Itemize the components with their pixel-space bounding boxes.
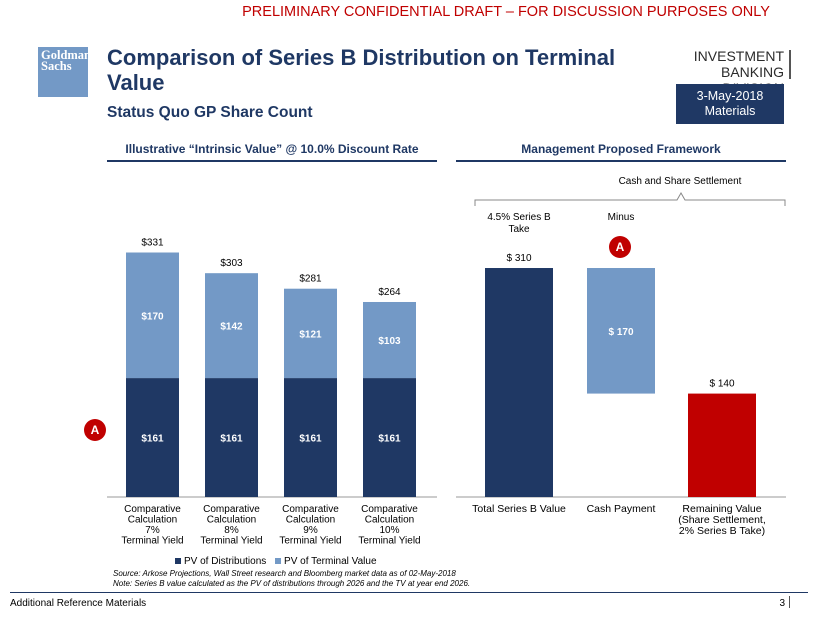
category-label-2-0: Comparative — [282, 504, 339, 515]
left-chart-title: Illustrative “Intrinsic Value” @ 10.0% D… — [125, 142, 419, 156]
footer-text: Additional Reference Materials — [10, 598, 147, 609]
badge-left-circle — [84, 419, 106, 441]
category-label-2-1: Calculation — [286, 515, 335, 526]
legend-item-distributions: PV of Distributions — [175, 556, 266, 567]
column-header-0-1: Take — [508, 224, 530, 235]
label-total-2: $281 — [299, 274, 322, 285]
legend-item-terminal-value: PV of Terminal Value — [275, 556, 377, 567]
page-number: 3 — [779, 598, 785, 609]
category-label-0-1: Calculation — [128, 515, 177, 526]
waterfall-category-2-1: (Share Settlement, — [678, 514, 766, 526]
note-line: Note: Series B value calculated as the P… — [113, 579, 471, 588]
bar-terminal-value-1 — [205, 273, 258, 379]
waterfall-label-1: $ 170 — [608, 327, 633, 338]
badge-right-circle — [609, 236, 631, 258]
category-label-2-3: Terminal Yield — [279, 536, 341, 547]
category-label-1-2: 8% — [224, 525, 239, 536]
page-number-divider — [789, 596, 790, 608]
bar-terminal-value-0 — [126, 252, 179, 379]
logo-line-2: Sachs — [41, 59, 72, 73]
category-label-2-2: 9% — [303, 525, 318, 536]
page-title: Comparison of Series B Distribution on T… — [107, 45, 616, 95]
division-line-1: INVESTMENT BANKING — [693, 48, 784, 80]
date-box: 3-May-2018 Materials — [676, 84, 784, 124]
footer-rule — [10, 592, 808, 593]
category-label-1-1: Calculation — [207, 515, 256, 526]
goldman-sachs-logo: Goldman Sachs — [38, 47, 92, 97]
label-distributions-1: $161 — [220, 434, 243, 445]
label-total-0: $331 — [141, 238, 164, 249]
waterfall-bar-1 — [587, 268, 655, 394]
column-header-0-0: 4.5% Series B — [487, 212, 551, 223]
settlement-bracket — [474, 191, 786, 206]
source-notes: Source: Arkose Projections, Wall Street … — [113, 569, 470, 589]
waterfall-category-1-0: Cash Payment — [587, 503, 656, 515]
legend-swatch-terminal-value — [275, 558, 282, 565]
label-terminal-value-0: $170 — [141, 311, 164, 322]
category-label-1-3: Terminal Yield — [200, 536, 262, 547]
waterfall-label-0: $ 310 — [506, 253, 531, 264]
badge-right-letter: A — [616, 240, 625, 254]
waterfall-label-2: $ 140 — [709, 379, 734, 390]
right-chart-title: Management Proposed Framework — [521, 142, 721, 156]
column-header-1-0: Minus — [608, 212, 635, 223]
waterfall-bar-0 — [485, 268, 553, 497]
bar-distributions-2 — [284, 378, 337, 497]
waterfall-category-2-2: 2% Series B Take) — [679, 525, 765, 537]
bar-terminal-value-2 — [284, 288, 337, 379]
category-label-3-1: Calculation — [365, 515, 414, 526]
category-label-3-0: Comparative — [361, 504, 418, 515]
bar-distributions-1 — [205, 378, 258, 497]
bar-distributions-3 — [363, 378, 416, 497]
left-chart-title-rule — [107, 160, 437, 162]
right-chart-title-rule — [456, 160, 786, 162]
division-divider — [789, 50, 791, 79]
label-terminal-value-1: $142 — [220, 322, 243, 333]
badge-left-letter: A — [91, 423, 100, 437]
legend: PV of Distributions PV of Terminal Value — [175, 556, 377, 567]
confidential-banner: PRELIMINARY CONFIDENTIAL DRAFT – FOR DIS… — [242, 4, 770, 20]
waterfall-bar-2 — [688, 393, 756, 497]
label-total-3: $264 — [378, 287, 401, 298]
category-label-3-2: 10% — [379, 525, 399, 536]
label-terminal-value-2: $121 — [299, 329, 322, 340]
category-label-0-0: Comparative — [124, 504, 181, 515]
page-subtitle: Status Quo GP Share Count — [107, 104, 313, 121]
date-line: 3-May-2018 — [696, 89, 764, 103]
source-line: Source: Arkose Projections, Wall Street … — [113, 569, 456, 578]
category-label-0-2: 7% — [145, 525, 160, 536]
logo-line-1: Goldman — [41, 48, 92, 62]
bar-terminal-value-3 — [363, 301, 416, 379]
category-label-0-3: Terminal Yield — [121, 536, 183, 547]
label-total-1: $303 — [220, 258, 243, 269]
label-distributions-0: $161 — [141, 434, 164, 445]
label-distributions-3: $161 — [378, 434, 401, 445]
waterfall-category-0-0: Total Series B Value — [472, 503, 566, 515]
waterfall-category-2-0: Remaining Value — [682, 503, 761, 515]
category-label-1-0: Comparative — [203, 504, 260, 515]
label-terminal-value-3: $103 — [378, 336, 401, 347]
category-label-3-3: Terminal Yield — [358, 536, 420, 547]
bar-distributions-0 — [126, 378, 179, 497]
legend-swatch-distributions — [175, 558, 181, 565]
label-distributions-2: $161 — [299, 434, 322, 445]
bracket-label: Cash and Share Settlement — [619, 176, 742, 187]
materials-line: Materials — [704, 104, 756, 118]
